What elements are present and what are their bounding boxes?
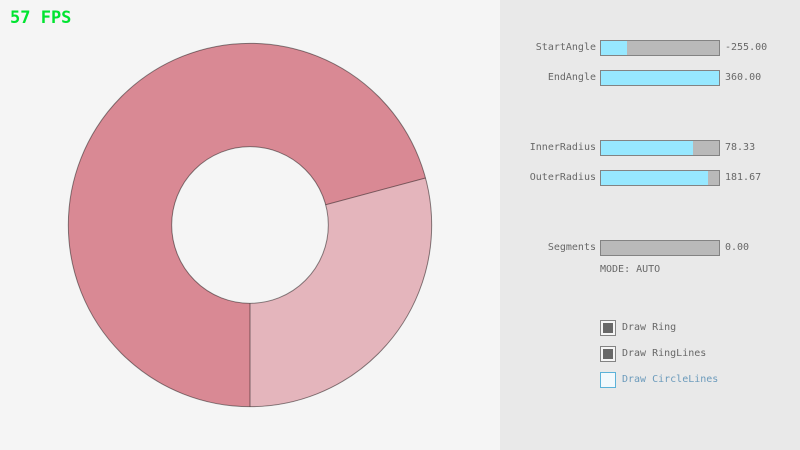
- outerradius-slider-fill: [601, 171, 709, 185]
- slider-row-startangle: StartAngle -255.00: [500, 40, 800, 56]
- ring-outline-outer: [67, 42, 433, 408]
- render-canvas: 57 FPS: [10, 8, 433, 408]
- draw-ringlines-checkbox[interactable]: [600, 346, 616, 362]
- draw-ring-checkbox[interactable]: [600, 320, 616, 336]
- draw-ringlines-label: Draw RingLines: [622, 348, 707, 359]
- innerradius-value: 78.33: [725, 142, 756, 153]
- draw-circlelines-checkbox[interactable]: [600, 372, 616, 388]
- endangle-slider[interactable]: [600, 70, 720, 86]
- control-panel: StartAngle -255.00 EndAngle 360.00 Inner…: [500, 0, 800, 450]
- outerradius-value: 181.67: [725, 172, 762, 183]
- endangle-label: EndAngle: [547, 72, 596, 83]
- innerradius-slider-fill: [601, 141, 694, 155]
- segments-label: Segments: [547, 242, 596, 253]
- draw-ringlines-checkmark: [603, 349, 613, 359]
- slider-row-outerradius: OuterRadius 181.67: [500, 170, 800, 186]
- segments-value: 0.00: [725, 242, 750, 253]
- ring-outline-inner: [171, 146, 329, 304]
- slider-row-segments: Segments 0.00: [500, 240, 800, 256]
- outerradius-label: OuterRadius: [529, 172, 596, 183]
- draw-ring-label: Draw Ring: [622, 322, 677, 333]
- outerradius-slider[interactable]: [600, 170, 720, 186]
- segments-mode-text: MODE: AUTO: [600, 264, 661, 275]
- startangle-value: -255.00: [725, 42, 768, 53]
- endangle-slider-fill: [601, 71, 719, 85]
- fps-counter: 57 FPS: [10, 8, 72, 28]
- draw-circlelines-label: Draw CircleLines: [622, 374, 719, 385]
- startangle-slider-fill: [601, 41, 627, 55]
- slider-row-innerradius: InnerRadius 78.33: [500, 140, 800, 156]
- innerradius-label: InnerRadius: [529, 142, 596, 153]
- startangle-label: StartAngle: [535, 42, 596, 53]
- ring-radial-line-start: [325, 177, 426, 206]
- innerradius-slider[interactable]: [600, 140, 720, 156]
- segments-slider[interactable]: [600, 240, 720, 256]
- ring-hole: [171, 146, 329, 304]
- slider-row-endangle: EndAngle 360.00: [500, 70, 800, 86]
- draw-ring-checkmark: [603, 323, 613, 333]
- endangle-value: 360.00: [725, 72, 762, 83]
- startangle-slider[interactable]: [600, 40, 720, 56]
- ring-shape: [67, 42, 433, 408]
